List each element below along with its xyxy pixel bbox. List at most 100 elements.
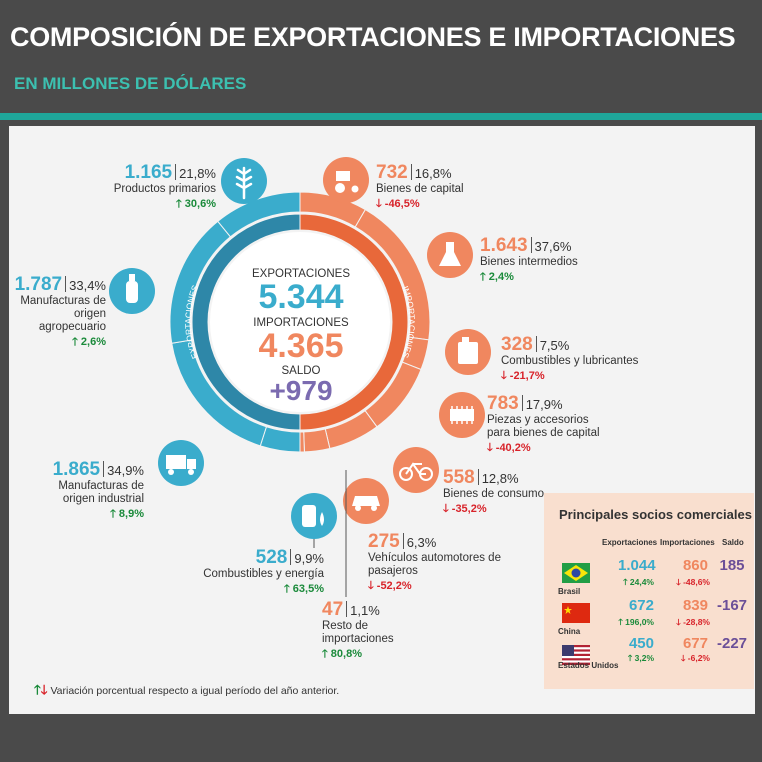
export-item-combustibles: 528 9,9% Combustibles y energía 🡑 63,5% (200, 548, 324, 596)
export-slice (259, 426, 301, 453)
wheat-icon (221, 158, 267, 204)
col-header-saldo: Saldo (722, 538, 744, 547)
import-share: 16,8% (414, 166, 452, 181)
chip-icon (439, 392, 485, 438)
header-divider (0, 113, 762, 120)
china-flag (562, 603, 590, 623)
partner-exports-variation: 🡑 196,0% (618, 617, 654, 627)
export-share: 21,8% (179, 166, 216, 181)
bicycle-icon (393, 447, 439, 493)
partner-row: Brasil 1.044 🡑 24,4% 860 🡓 -48,6% 185 (544, 557, 754, 607)
export-label: Manufacturas de origen industrial (58, 480, 144, 505)
import-value: 1.643 (480, 235, 528, 256)
arrow-up-icon: 🡑 (34, 682, 41, 697)
partner-name: China (558, 627, 581, 636)
import-item-resto: 47 1,1% Resto de importaciones 🡑 80,8% (322, 600, 422, 661)
export-label: Combustibles y energía (203, 568, 324, 580)
page-title: COMPOSICIÓN DE EXPORTACIONES E IMPORTACI… (10, 22, 736, 52)
footer-bar (0, 720, 762, 762)
donut-center: EXPORTACIONES 5.344 IMPORTACIONES 4.365 … (236, 268, 366, 405)
export-share: 9,9% (294, 551, 324, 566)
exports-inner-ring (191, 213, 301, 431)
export-slice (217, 191, 301, 238)
partners-panel: Principales socios comerciales Exportaci… (544, 493, 754, 689)
tractor-icon (323, 157, 369, 203)
import-label: Combustibles y lubricantes (501, 355, 639, 367)
import-variation: 🡓 -40,2% (487, 442, 531, 454)
partner-name: Estados Unidos (558, 661, 619, 670)
partner-name: Brasil (558, 587, 581, 596)
partner-row: China 672 🡑 196,0% 839 🡓 -28,8% -167 (544, 597, 754, 647)
import-share: 1,1% (350, 603, 380, 618)
truck-icon (158, 440, 204, 486)
saldo-value: +979 (269, 375, 333, 406)
donut-hole (210, 232, 390, 412)
partner-imports-variation: 🡓 -48,6% (676, 577, 710, 587)
col-header-exports: Exportaciones (602, 538, 658, 547)
footnote: 🡑🡓 Variación porcentual respecto a igual… (34, 682, 340, 697)
partner-imports-variation: 🡓 -28,8% (676, 617, 710, 627)
partner-imports: 860 (682, 557, 708, 574)
import-value: 783 (487, 393, 519, 414)
export-variation: 🡑 2,6% (72, 336, 106, 348)
import-variation: 🡓 -21,7% (501, 370, 545, 382)
import-item-combustibles: 328 7,5% Combustibles y lubricantes 🡓 -21… (501, 335, 651, 383)
import-value: 275 (368, 531, 400, 552)
export-value: 1.787 (14, 274, 63, 295)
import-label: Piezas y accesorios para bienes de capit… (487, 414, 600, 439)
partner-exports-variation: 🡑 24,4% (623, 577, 654, 587)
flask-icon (427, 232, 473, 278)
export-item-primarios: 1.165 21,8% Productos primarios 🡑 30,6% (80, 163, 216, 211)
export-value: 1.865 (52, 459, 101, 480)
fuel-barrel-icon (291, 493, 337, 539)
export-variation: 🡑 8,9% (110, 508, 144, 520)
import-share: 6,3% (406, 535, 437, 550)
imports-label: IMPORTACIONES (253, 317, 349, 329)
import-label: Bienes de capital (376, 183, 464, 195)
export-variation: 🡑 63,5% (284, 583, 324, 595)
partner-row: Estados Unidos 450 🡑 3,2% 677 🡓 -6,2% -2… (544, 635, 754, 689)
partner-saldo: -227 (716, 635, 748, 652)
import-label: Vehículos automotores de pasajeros (368, 552, 501, 577)
brazil-flag (562, 563, 590, 583)
export-item-industrial: 1.865 34,9% Manufacturas de origen indust… (40, 460, 144, 521)
imports-total: 4.365 (258, 327, 344, 365)
col-header-imports: Importaciones (660, 538, 715, 547)
import-item-consumo: 558 12,8% Bienes de consumo 🡓 -35,2% (443, 468, 563, 516)
import-share: 37,6% (534, 239, 572, 254)
import-item-piezas: 783 17,9% Piezas y accesorios para bienes… (487, 394, 612, 455)
import-value: 47 (322, 599, 344, 620)
usa-flag (562, 645, 590, 665)
partner-imports: 677 (682, 635, 708, 652)
import-value: 328 (501, 334, 533, 355)
partners-title: Principales socios comerciales (559, 507, 752, 522)
import-variation: 🡓 -46,5% (376, 198, 420, 210)
leader-lines (313, 470, 347, 597)
import-label: Resto de importaciones (322, 620, 394, 645)
partner-imports: 839 (682, 597, 708, 614)
exports-total: 5.344 (258, 278, 344, 316)
partner-exports: 672 (628, 597, 654, 614)
partner-exports: 450 (628, 635, 654, 652)
saldo-label: SALDO (281, 365, 321, 377)
import-variation: 🡑 80,8% (322, 648, 362, 660)
import-label: Bienes intermedios (480, 256, 578, 268)
partner-exports: 1.044 (618, 557, 656, 574)
import-slice (303, 428, 331, 453)
partner-exports-variation: 🡑 3,2% (627, 653, 654, 663)
export-label: Manufacturas de origen agropecuario (20, 295, 106, 333)
export-label: Productos primarios (113, 183, 216, 195)
partner-saldo: 185 (719, 557, 745, 574)
import-item-vehiculos: 275 6,3% Vehículos automotores de pasajer… (368, 532, 543, 593)
header: COMPOSICIÓN DE EXPORTACIONES E IMPORTACI… (0, 0, 762, 113)
export-value: 528 (255, 547, 288, 568)
page-subtitle: EN MILLONES DE DÓLARES (14, 74, 247, 93)
import-value: 558 (443, 467, 475, 488)
arrow-down-icon: 🡓 (40, 682, 48, 697)
import-variation: 🡓 -35,2% (443, 503, 487, 515)
import-share: 17,9% (525, 397, 563, 412)
car-icon (343, 478, 389, 524)
partner-imports-variation: 🡓 -6,2% (680, 653, 710, 663)
import-variation: 🡑 2,4% (480, 271, 514, 283)
import-variation: 🡓 -52,2% (368, 580, 412, 592)
